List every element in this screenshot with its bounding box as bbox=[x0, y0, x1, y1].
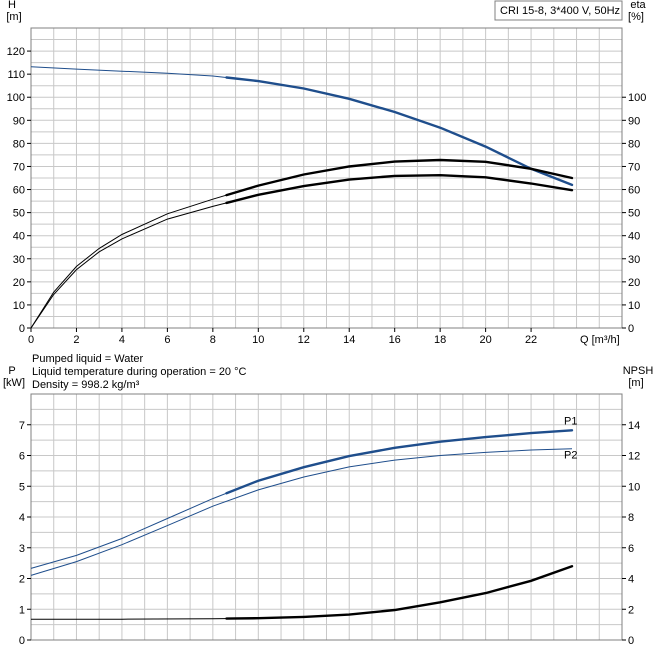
y-tick-label-left: 20 bbox=[13, 277, 25, 289]
series-line-0-0 bbox=[30, 66, 573, 186]
pump-legend-text: CRI 15-8, 3*400 V, 50Hz bbox=[500, 5, 620, 17]
series-label-p1: P1 bbox=[564, 415, 577, 427]
y-tick-label-right: 70 bbox=[628, 161, 640, 173]
y-axis-label-right: NPSH bbox=[623, 365, 654, 377]
y-tick-label-right: 50 bbox=[628, 208, 640, 220]
y-tick-label-left: 90 bbox=[13, 115, 25, 127]
y-tick-label-right: 20 bbox=[628, 277, 640, 289]
y-tick-label-left: 60 bbox=[13, 185, 25, 197]
y-tick-label-right: 100 bbox=[628, 92, 646, 104]
y-axis-label-left: P bbox=[8, 365, 15, 377]
x-tick-label: 14 bbox=[343, 334, 355, 346]
liquid-temperature-text: Liquid temperature during operation = 20… bbox=[32, 366, 247, 378]
y-tick-label-left: 30 bbox=[13, 254, 25, 266]
density-text: Density = 998.2 kg/m³ bbox=[32, 379, 140, 391]
x-tick-label: 18 bbox=[434, 334, 446, 346]
y-tick-label-left: 70 bbox=[13, 161, 25, 173]
x-tick-label: 20 bbox=[479, 334, 491, 346]
x-axis-label: Q [m³/h] bbox=[580, 334, 620, 346]
series-line-thick-1-0 bbox=[225, 429, 574, 495]
x-tick-label: 4 bbox=[119, 334, 125, 346]
y-tick-label-left: 2 bbox=[19, 574, 25, 586]
y-tick-label-left: 1 bbox=[19, 604, 25, 616]
series-line-thick-0-1 bbox=[225, 158, 574, 197]
y-tick-label-right: 6 bbox=[628, 543, 634, 555]
y-tick-label-right: 8 bbox=[628, 512, 634, 524]
x-tick-label: 2 bbox=[73, 334, 79, 346]
y-tick-label-left: 7 bbox=[19, 420, 25, 432]
y-tick-label-left: 5 bbox=[19, 481, 25, 493]
y-tick-label-right: 90 bbox=[628, 115, 640, 127]
y-tick-label-right: 12 bbox=[628, 451, 640, 463]
y-axis-unit-left: [kW] bbox=[3, 377, 25, 389]
y-tick-label-right: 14 bbox=[628, 420, 640, 432]
x-tick-label: 22 bbox=[525, 334, 537, 346]
y-tick-label-left: 80 bbox=[13, 138, 25, 150]
x-tick-label: 10 bbox=[252, 334, 264, 346]
y-tick-label-left: 50 bbox=[13, 208, 25, 220]
x-tick-label: 16 bbox=[389, 334, 401, 346]
y-tick-label-left: 100 bbox=[7, 92, 25, 104]
x-tick-label: 0 bbox=[28, 334, 34, 346]
y-axis-unit-right: [%] bbox=[628, 11, 644, 23]
y-tick-label-left: 120 bbox=[7, 46, 25, 58]
y-axis-unit-right: [m] bbox=[628, 377, 643, 389]
y-axis-unit-left: [m] bbox=[6, 11, 21, 23]
y-tick-label-left: 4 bbox=[19, 512, 25, 524]
y-tick-label-right: 40 bbox=[628, 231, 640, 243]
series-line-thick-1-2 bbox=[225, 565, 574, 620]
y-tick-label-right: 80 bbox=[628, 138, 640, 150]
y-tick-label-right: 0 bbox=[628, 635, 634, 647]
pumped-liquid-text: Pumped liquid = Water bbox=[32, 353, 144, 365]
plot-frame bbox=[30, 27, 623, 329]
x-tick-label: 6 bbox=[164, 334, 170, 346]
x-tick-label: 8 bbox=[210, 334, 216, 346]
y-tick-label-left: 0 bbox=[19, 323, 25, 335]
series-label-p2: P2 bbox=[564, 450, 577, 462]
y-tick-label-left: 6 bbox=[19, 451, 25, 463]
y-axis-label-right: eta bbox=[630, 0, 646, 11]
y-tick-label-right: 60 bbox=[628, 185, 640, 197]
y-tick-label-left: 110 bbox=[7, 69, 25, 81]
y-tick-label-left: 10 bbox=[13, 300, 25, 312]
y-tick-label-right: 30 bbox=[628, 254, 640, 266]
y-tick-label-right: 0 bbox=[628, 323, 634, 335]
y-tick-label-left: 3 bbox=[19, 543, 25, 555]
series-line-1-1 bbox=[30, 448, 573, 576]
y-tick-label-right: 2 bbox=[628, 604, 634, 616]
y-tick-label-right: 10 bbox=[628, 481, 640, 493]
y-tick-label-left: 40 bbox=[13, 231, 25, 243]
y-axis-label-left: H bbox=[8, 0, 16, 11]
y-tick-label-right: 10 bbox=[628, 300, 640, 312]
series-line-thick-0-2 bbox=[225, 173, 574, 205]
y-tick-label-left: 0 bbox=[19, 635, 25, 647]
pump-legend-box bbox=[494, 0, 623, 21]
x-tick-label: 12 bbox=[298, 334, 310, 346]
y-tick-label-right: 4 bbox=[628, 574, 634, 586]
series-line-thick-0-0 bbox=[225, 76, 574, 187]
